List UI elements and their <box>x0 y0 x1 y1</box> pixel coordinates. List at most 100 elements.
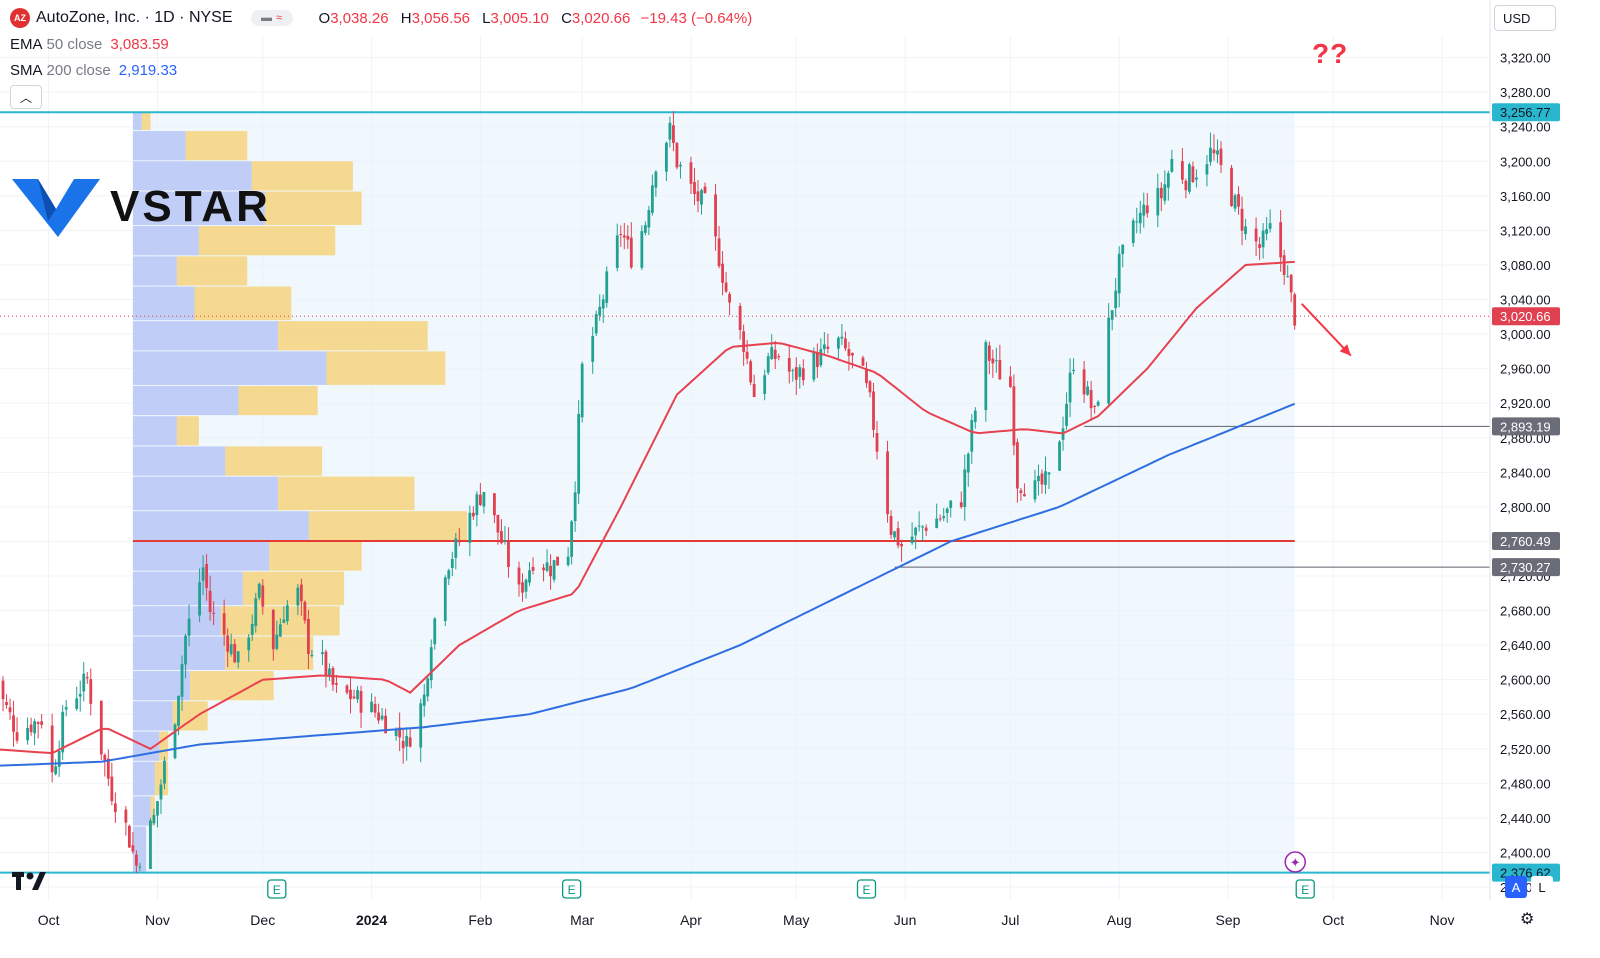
candle <box>124 809 128 823</box>
candle <box>721 263 724 283</box>
market-status-pill[interactable]: ▬ ≈ <box>250 10 293 26</box>
candle <box>229 644 233 655</box>
candle <box>1135 221 1139 223</box>
candle <box>1107 317 1111 404</box>
candle <box>654 171 658 188</box>
price-tick-label: 2,680.00 <box>1500 604 1551 619</box>
sma-legend[interactable]: SMA 200 close 2,919.33 <box>10 62 178 79</box>
candle <box>822 344 826 350</box>
volume-profile-bar-down <box>269 541 362 571</box>
candle <box>1117 253 1121 294</box>
candle <box>545 562 549 571</box>
candle <box>1254 228 1258 242</box>
candle <box>222 613 226 635</box>
candle <box>40 721 44 725</box>
volume-profile-bar-up <box>132 112 142 131</box>
candle <box>254 598 258 627</box>
candle <box>650 185 654 213</box>
candle <box>99 700 103 755</box>
candle <box>1023 494 1026 497</box>
price-tick-label: 3,120.00 <box>1500 223 1551 238</box>
candle <box>528 570 531 583</box>
time-tick-label: Nov <box>145 912 170 928</box>
candle <box>324 651 328 677</box>
log-scale-button[interactable]: L <box>1531 876 1553 898</box>
candle <box>1166 173 1170 188</box>
price-tick-label: 3,200.00 <box>1500 154 1551 169</box>
candle <box>517 567 521 585</box>
candle <box>647 210 651 228</box>
candle <box>745 351 749 359</box>
candle <box>1188 164 1191 192</box>
candle <box>443 577 447 621</box>
ema-legend[interactable]: EMA 50 close 3,083.59 <box>10 36 169 53</box>
candle <box>921 526 925 528</box>
candle <box>1037 475 1040 482</box>
settings-gear-icon[interactable]: ⚙ <box>1520 911 1535 928</box>
candle <box>1114 290 1118 309</box>
candle <box>12 715 15 732</box>
candle <box>426 678 430 697</box>
candle <box>380 715 384 720</box>
candle <box>1040 473 1044 485</box>
candle <box>236 651 240 663</box>
price-label-text: 3,020.66 <box>1500 309 1551 324</box>
candle <box>924 527 928 531</box>
candle <box>556 556 559 566</box>
candle <box>566 556 570 565</box>
volume-profile-bar-down <box>238 385 318 416</box>
candle <box>837 337 840 349</box>
price-tick-label: 2,440.00 <box>1500 811 1551 826</box>
candle <box>271 609 275 650</box>
price-tick-label: 2,600.00 <box>1500 673 1551 688</box>
collapse-legend-button[interactable]: ︿ <box>10 85 42 109</box>
candle <box>29 724 33 733</box>
price-tick-label: 3,160.00 <box>1500 189 1551 204</box>
price-tick-label: 3,320.00 <box>1500 51 1551 66</box>
candle <box>875 433 879 452</box>
candle <box>766 356 770 373</box>
time-tick-label: May <box>783 912 809 928</box>
candle <box>127 825 131 848</box>
volume-profile-bar-up <box>132 636 226 671</box>
candle <box>208 590 212 613</box>
candle <box>844 338 847 349</box>
price-label-badge <box>1492 103 1560 122</box>
candle <box>1163 184 1167 201</box>
price-tick-label: 3,040.00 <box>1500 293 1551 308</box>
candle <box>640 231 644 268</box>
candle <box>303 601 307 621</box>
candle <box>377 712 380 721</box>
change-value: −19.43 (−0.64%) <box>640 9 753 27</box>
time-tick-label: Jun <box>894 912 917 928</box>
candle <box>419 703 423 748</box>
candle <box>78 693 82 697</box>
candle <box>507 541 510 567</box>
candle <box>594 314 598 334</box>
volume-profile-bar-down <box>326 351 446 385</box>
candle <box>1058 441 1061 471</box>
candle <box>359 691 363 713</box>
candle <box>15 732 19 741</box>
candle <box>1268 223 1272 229</box>
candle <box>1044 471 1047 485</box>
candle <box>201 567 205 581</box>
candle <box>1170 158 1174 172</box>
candle <box>742 331 746 352</box>
candle <box>1244 226 1247 235</box>
symbol-title[interactable]: AutoZone, Inc. · 1D · NYSE <box>36 9 233 26</box>
candle <box>212 612 216 614</box>
candle <box>64 707 68 710</box>
candle <box>247 637 251 651</box>
currency-selector[interactable]: USD <box>1494 5 1556 31</box>
candle <box>770 347 774 360</box>
candle <box>552 560 556 580</box>
tradingview-logo-icon[interactable] <box>12 870 46 898</box>
candle <box>454 538 458 558</box>
low-value: 3,005.10 <box>490 9 549 27</box>
auto-scale-button[interactable]: A <box>1505 876 1527 898</box>
price-tick-label: 2,400.00 <box>1500 845 1551 860</box>
candle <box>198 582 201 616</box>
candle <box>1184 180 1188 191</box>
